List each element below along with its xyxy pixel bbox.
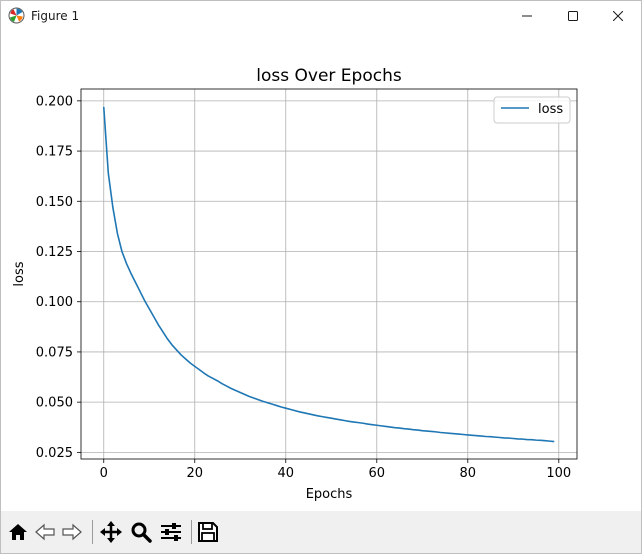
series-line-loss [102, 106, 555, 443]
maximize-icon [568, 11, 578, 21]
x-tick-label: 40 [277, 466, 294, 481]
y-tick-label: 0.100 [36, 295, 73, 310]
x-tick-label: 80 [460, 466, 477, 481]
y-tick-label: 0.075 [36, 345, 73, 360]
title-bar[interactable]: Figure 1 [1, 1, 641, 31]
y-tick-label: 0.050 [36, 396, 73, 411]
x-tick-label: 100 [546, 466, 571, 481]
magnifier-icon [131, 522, 152, 543]
y-tick-label: 0.025 [36, 446, 73, 461]
close-button[interactable] [595, 1, 641, 31]
home-button[interactable] [5, 519, 31, 545]
matplotlib-icon [8, 7, 25, 24]
legend-label: loss [538, 102, 563, 117]
y-axis-label: loss [12, 261, 27, 286]
navigation-toolbar [1, 511, 641, 553]
legend: loss [493, 96, 571, 124]
y-tick-label: 0.200 [36, 94, 73, 109]
home-icon [9, 524, 27, 540]
forward-button[interactable] [59, 519, 85, 545]
window-title: Figure 1 [31, 9, 80, 23]
y-tick-label: 0.125 [36, 245, 73, 260]
series-group [102, 106, 555, 443]
line-chart: 0 20 40 60 80 100 0.025 0.050 0.075 0.100 0.125 0.1… [12, 66, 578, 502]
forward-arrow-icon [62, 523, 82, 541]
figure-canvas[interactable]: 0 20 40 60 80 100 0.025 0.050 0.075 0.100 0.125 0.1… [1, 31, 641, 511]
toolbar-separator [191, 520, 192, 544]
x-tick-label: 20 [186, 466, 203, 481]
chart-title: loss Over Epochs [256, 66, 402, 86]
grid-lines [81, 89, 577, 459]
minimize-button[interactable] [504, 1, 550, 31]
x-tick-label: 60 [369, 466, 386, 481]
x-tick-label: 0 [100, 466, 108, 481]
save-button[interactable] [195, 519, 221, 545]
axes-background [81, 89, 577, 459]
configure-subplots-button[interactable] [158, 519, 184, 545]
minimize-icon [522, 15, 532, 17]
move-icon [100, 521, 122, 543]
pan-button[interactable] [98, 519, 124, 545]
y-tick-label: 0.150 [36, 195, 73, 210]
toolbar-separator [92, 520, 93, 544]
back-button[interactable] [32, 519, 58, 545]
axes-frame [80, 88, 578, 460]
y-tick-label: 0.175 [36, 145, 73, 160]
axis-ticks: 0 20 40 60 80 100 0.025 0.050 0.075 0.100 0.125 0.1… [36, 94, 571, 481]
maximize-button[interactable] [550, 1, 596, 31]
x-axis-label: Epochs [306, 487, 353, 502]
sliders-icon [161, 523, 181, 541]
zoom-button[interactable] [128, 519, 154, 545]
floppy-disk-icon [198, 522, 218, 542]
legend-box [493, 96, 571, 124]
back-arrow-icon [35, 523, 55, 541]
close-icon [613, 11, 623, 21]
